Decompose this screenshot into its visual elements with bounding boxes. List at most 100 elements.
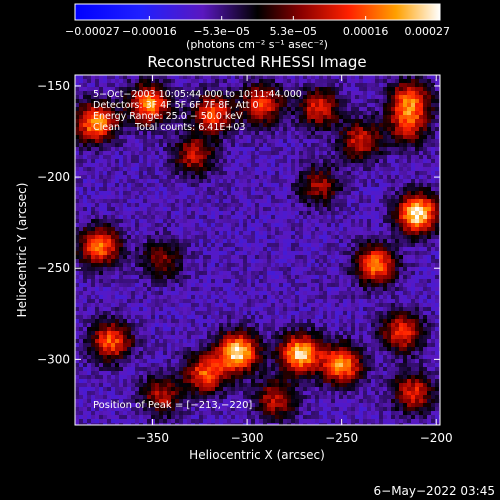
heatmap-cell [155, 147, 160, 152]
heatmap-cell [275, 179, 280, 184]
heatmap-cell [411, 151, 416, 156]
heatmap-cell [303, 127, 308, 132]
heatmap-cell [323, 163, 328, 168]
heatmap-cell [215, 263, 220, 268]
heatmap-cell [291, 127, 296, 132]
heatmap-cell [427, 135, 432, 140]
heatmap-cell [347, 191, 352, 196]
heatmap-cell [423, 135, 428, 140]
heatmap-cell [423, 259, 428, 264]
heatmap-cell [299, 255, 304, 260]
heatmap-cell [115, 207, 120, 212]
heatmap-cell [243, 231, 248, 236]
heatmap-cell [235, 123, 240, 128]
heatmap-cell [187, 263, 192, 268]
heatmap-cell [243, 103, 248, 108]
heatmap-cell [295, 179, 300, 184]
heatmap-cell [195, 183, 200, 188]
heatmap-cell [275, 235, 280, 240]
heatmap-cell [179, 215, 184, 220]
heatmap-cell [75, 247, 80, 252]
heatmap-cell [395, 235, 400, 240]
heatmap-cell [315, 143, 320, 148]
heatmap-cell [139, 247, 144, 252]
heatmap-cell [391, 235, 396, 240]
heatmap-cell [327, 79, 332, 84]
heatmap-cell [339, 279, 344, 284]
heatmap-cell [275, 123, 280, 128]
heatmap-cell [263, 171, 268, 176]
heatmap-cell [175, 223, 180, 228]
heatmap-cell [355, 79, 360, 84]
heatmap-cell [395, 95, 400, 100]
heatmap-cell [375, 143, 380, 148]
heatmap-cell [207, 127, 212, 132]
heatmap-cell [163, 179, 168, 184]
heatmap-cell [127, 135, 132, 140]
heatmap-cell [175, 179, 180, 184]
heatmap-cell [383, 111, 388, 116]
heatmap-cell [123, 167, 128, 172]
heatmap-cell [431, 263, 436, 268]
heatmap-cell [215, 183, 220, 188]
heatmap-cell [175, 219, 180, 224]
heatmap-cell [375, 151, 380, 156]
heatmap-cell [411, 167, 416, 172]
heatmap-cell [275, 75, 280, 80]
heatmap-cell [203, 135, 208, 140]
heatmap-cell [375, 215, 380, 220]
heatmap-cell [383, 155, 388, 160]
heatmap-cell [211, 211, 216, 216]
heatmap-cell [151, 203, 156, 208]
heatmap-cell [383, 239, 388, 244]
heatmap-cell [403, 91, 408, 96]
heatmap-cell [275, 227, 280, 232]
heatmap-cell [107, 95, 112, 100]
heatmap-cell [295, 107, 300, 112]
heatmap-cell [399, 163, 404, 168]
heatmap-cell [143, 215, 148, 220]
heatmap-cell [315, 83, 320, 88]
heatmap-cell [95, 291, 100, 296]
heatmap-cell [371, 179, 376, 184]
heatmap-cell [351, 179, 356, 184]
heatmap-cell [251, 143, 256, 148]
heatmap-cell [379, 207, 384, 212]
heatmap-cell [355, 147, 360, 152]
heatmap-cell [175, 167, 180, 172]
heatmap-cell [387, 127, 392, 132]
heatmap-cell [359, 219, 364, 224]
heatmap-cell [215, 91, 220, 96]
heatmap-cell [199, 103, 204, 108]
heatmap-cell [387, 215, 392, 220]
heatmap-cell [303, 155, 308, 160]
heatmap-cell [159, 191, 164, 196]
heatmap-cell [295, 219, 300, 224]
heatmap-cell [95, 183, 100, 188]
heatmap-cell [103, 279, 108, 284]
heatmap-cell [379, 231, 384, 236]
heatmap-cell [75, 127, 80, 132]
heatmap-cell [267, 239, 272, 244]
heatmap-cell [227, 167, 232, 172]
heatmap-cell [435, 155, 440, 160]
heatmap-cell [131, 123, 136, 128]
heatmap-cell [367, 119, 372, 124]
heatmap-cell [215, 247, 220, 252]
heatmap-cell [371, 283, 376, 288]
heatmap-cell [279, 263, 284, 268]
heatmap-cell [191, 163, 196, 168]
heatmap-cell [359, 159, 364, 164]
heatmap-cell [203, 115, 208, 120]
heatmap-cell [211, 227, 216, 232]
heatmap-cell [247, 267, 252, 272]
heatmap-cell [187, 167, 192, 172]
heatmap-cell [275, 203, 280, 208]
heatmap-cell [119, 115, 124, 120]
heatmap-cell [263, 195, 268, 200]
heatmap-cell [311, 115, 316, 120]
heatmap-cell [419, 99, 424, 104]
heatmap-cell [171, 115, 176, 120]
heatmap-cell [175, 115, 180, 120]
heatmap-cell [231, 223, 236, 228]
